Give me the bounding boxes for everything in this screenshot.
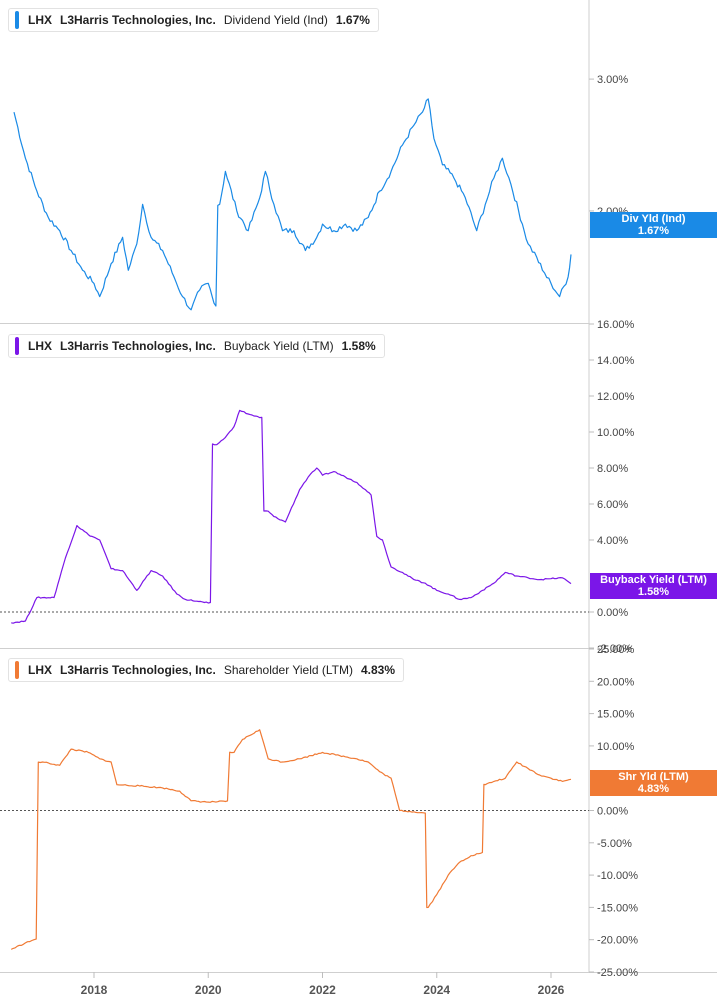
y-tick-label: -2.00% — [597, 643, 632, 655]
y-tick-label: 0.00% — [597, 607, 628, 619]
y-tick-label: 16.00% — [597, 319, 635, 331]
legend-metric: Buyback Yield (LTM) — [223, 339, 334, 353]
legend-swatch-buyback — [15, 337, 19, 355]
tag-label: Div Yld (Ind) — [621, 213, 686, 225]
y-tick-label: -25.00% — [597, 967, 638, 979]
x-tick-label: 2018 — [81, 983, 108, 997]
tick-layer: 3.00%2.00%16.00%14.00%12.00%10.00%8.00%6… — [589, 74, 638, 979]
last-value-tag-buyback: Buyback Yield (LTM) 1.58% — [590, 573, 717, 599]
y-tick-label: 10.00% — [597, 427, 635, 439]
last-value-tag-shareholder: Shr Yld (LTM) 4.83% — [590, 770, 717, 796]
series-line-3 — [10, 729, 572, 950]
y-tick-label: 8.00% — [597, 463, 628, 475]
x-tick-label: 2026 — [538, 983, 565, 997]
legend-ticker: LHX — [28, 339, 52, 353]
y-tick-label: 15.00% — [597, 709, 635, 721]
legend-buyback-yield: LHX L3Harris Technologies, Inc. Buyback … — [8, 334, 385, 358]
legend-value: 1.67% — [335, 13, 370, 27]
tag-label: Shr Yld (LTM) — [618, 771, 689, 783]
y-tick-label: 20.00% — [597, 676, 635, 688]
tag-label: Buyback Yield (LTM) — [600, 574, 707, 586]
legend-swatch-shareholder — [15, 661, 19, 679]
legend-company: L3Harris Technologies, Inc. — [60, 13, 216, 27]
y-tick-label: -20.00% — [597, 935, 638, 947]
y-tick-label: 14.00% — [597, 355, 635, 367]
y-tick-label: 3.00% — [597, 74, 628, 86]
tag-value: 1.58% — [637, 586, 670, 598]
x-tick-label: 2024 — [423, 983, 450, 997]
y-tick-label: 10.00% — [597, 741, 635, 753]
tag-value: 1.67% — [637, 225, 670, 237]
legend-shareholder-yield: LHX L3Harris Technologies, Inc. Sharehol… — [8, 658, 405, 682]
x-tick-label: 2020 — [195, 983, 222, 997]
y-tick-label: 6.00% — [597, 499, 628, 511]
legend-company: L3Harris Technologies, Inc. — [60, 663, 216, 677]
legend-metric: Dividend Yield (Ind) — [223, 13, 328, 27]
series-line-2 — [11, 409, 572, 624]
legend-ticker: LHX — [28, 663, 52, 677]
series-layer — [10, 98, 572, 950]
legend-swatch-dividend — [15, 11, 19, 29]
y-tick-label: 0.00% — [597, 806, 628, 818]
y-tick-label: -5.00% — [597, 838, 632, 850]
y-tick-label: -10.00% — [597, 870, 638, 882]
x-axis: 2018 2020 2022 2024 2026 — [81, 972, 565, 997]
y-tick-label: -15.00% — [597, 902, 638, 914]
legend-metric: Shareholder Yield (LTM) — [223, 663, 353, 677]
legend-value: 1.58% — [341, 339, 376, 353]
legend-ticker: LHX — [28, 13, 52, 27]
legend-value: 4.83% — [361, 663, 396, 677]
legend-company: L3Harris Technologies, Inc. — [60, 339, 216, 353]
legend-dividend-yield: LHX L3Harris Technologies, Inc. Dividend… — [8, 8, 379, 32]
grid-layer — [0, 0, 717, 973]
y-tick-label: 4.00% — [597, 535, 628, 547]
y-tick-label: 12.00% — [597, 391, 635, 403]
series-line-1 — [13, 98, 572, 311]
last-value-tag-dividend: Div Yld (Ind) 1.67% — [590, 212, 717, 238]
y-tick-label: 25.00% — [597, 644, 635, 656]
x-tick-label: 2022 — [309, 983, 336, 997]
tag-value: 4.83% — [637, 783, 670, 795]
